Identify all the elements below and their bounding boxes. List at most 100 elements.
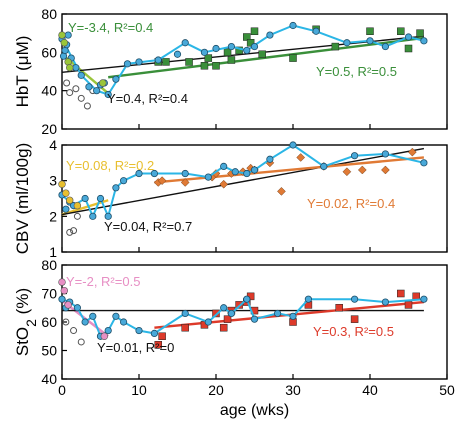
data-point-square: [235, 301, 243, 309]
plot-frame: [61, 13, 448, 130]
data-point-circle: [227, 309, 235, 318]
data-point-circle: [81, 194, 89, 203]
data-point-circle: [304, 295, 312, 303]
data-point-open-circle: [62, 318, 70, 326]
data-point-square: [416, 29, 424, 37]
fit-annotation-overall: Y=0.01, R²=0: [97, 340, 174, 355]
y-axis-label: StO2 (%): [13, 288, 39, 356]
data-point-light-circle: [65, 196, 74, 204]
data-point-square: [404, 44, 413, 53]
y-axis-label: CBV (ml/100g): [13, 143, 32, 254]
y-tick-label: 2: [49, 208, 57, 224]
data-point-circle: [181, 309, 189, 318]
data-point-square: [181, 323, 189, 332]
data-point-square: [342, 167, 352, 177]
fit-line-late: [108, 36, 425, 79]
data-point-square: [158, 332, 166, 340]
y-axis-label: HbT (μM): [13, 36, 32, 108]
data-point-circle: [220, 162, 228, 170]
data-point-square: [157, 176, 167, 186]
data-point-circle: [420, 37, 428, 45]
data-point-square: [335, 304, 343, 312]
data-point-open-circle: [63, 79, 71, 87]
fit-line-early: [61, 199, 109, 216]
y-tick-label: 20: [41, 121, 57, 137]
data-point-circle: [85, 83, 93, 91]
data-point-circle: [343, 39, 351, 47]
data-point-circle: [250, 42, 259, 51]
fit-line-late: [154, 156, 425, 184]
y-tick-label: 70: [41, 286, 57, 302]
smoothed-curve: [61, 144, 425, 218]
data-point-circle: [81, 318, 89, 326]
data-point-circle: [104, 212, 112, 220]
data-point-circle: [135, 326, 143, 335]
data-point-light-circle: [60, 39, 69, 47]
x-tick-label: 50: [439, 382, 455, 398]
data-point-light-circle: [100, 332, 109, 340]
data-point-square: [212, 62, 220, 70]
data-point-circle: [381, 42, 389, 51]
x-tick-label: 0: [58, 382, 66, 398]
data-point-circle: [96, 194, 105, 203]
data-point-light-circle: [65, 63, 74, 72]
y-tick-label: 50: [41, 343, 57, 359]
data-point-square: [180, 178, 190, 187]
data-point-circle: [123, 60, 132, 68]
data-point-circle: [243, 169, 251, 178]
panel-cbv: 1 2 3 4 CBV (ml/100g) Y=0.08, R²=0.2 Y=0.04, R…: [13, 137, 448, 260]
data-point-circle: [381, 298, 389, 306]
data-point-light-circle: [64, 301, 72, 309]
fit-annotation-overall: Y=0.04, R²=0.7: [104, 219, 192, 234]
data-point-circle: [212, 44, 220, 53]
data-point-circle: [77, 71, 85, 79]
data-point-open-circle: [77, 338, 85, 346]
data-point-open-circle: [83, 102, 91, 110]
data-point-circle: [289, 141, 297, 149]
data-point-circle: [320, 162, 328, 170]
y-tick-label: 80: [41, 6, 57, 22]
data-point-open-circle: [70, 327, 78, 335]
data-point-circle: [112, 184, 120, 192]
data-point-circle: [181, 169, 189, 178]
data-point-circle: [73, 304, 82, 312]
y-tick-label: 3: [49, 173, 57, 189]
x-tick-label: 10: [131, 382, 147, 398]
data-point-circle: [62, 205, 70, 213]
data-point-circle: [120, 177, 128, 185]
data-point-square: [227, 56, 236, 64]
data-point-circle: [404, 33, 413, 41]
fit-annotation-early: Y=0.08, R²=0.2: [66, 158, 154, 173]
y-tick-label: 40: [41, 83, 57, 99]
data-point-square: [246, 39, 255, 47]
data-point-circle: [112, 75, 120, 83]
data-point-circle: [250, 315, 259, 323]
data-point-circle: [135, 169, 143, 178]
fit-annotation-overall: Y=0.4, R²=0.4: [107, 91, 188, 106]
data-point-light-circle: [58, 31, 66, 39]
data-point-square: [296, 153, 306, 162]
data-point-circle: [173, 50, 182, 58]
data-point-circle: [58, 295, 66, 303]
fit-annotation-late: Y=0.3, R²=0.5: [313, 324, 394, 339]
data-point-circle: [366, 37, 374, 45]
y-tick-label: 4: [49, 137, 57, 153]
data-point-square: [381, 165, 390, 175]
y-tick-label: 60: [41, 44, 57, 60]
data-point-circle: [104, 90, 112, 99]
data-point-circle: [266, 31, 274, 39]
data-point-circle: [312, 27, 320, 35]
y-tick-label: 80: [41, 257, 57, 273]
data-point-light-circle: [99, 79, 107, 87]
data-point-square: [397, 289, 405, 298]
data-point-circle: [135, 58, 143, 66]
data-point-circle: [231, 168, 239, 176]
data-point-open-circle: [66, 89, 74, 97]
data-point-circle: [381, 150, 389, 158]
panel-hbt: 20 40 60 80 HbT (μM) Y=-3.4, R²=0.4 Y=0.4, R²=…: [13, 6, 448, 137]
data-point-circle: [112, 312, 120, 320]
data-point-square: [223, 48, 232, 57]
data-point-light-circle: [58, 278, 66, 286]
data-point-light-circle: [73, 201, 82, 210]
